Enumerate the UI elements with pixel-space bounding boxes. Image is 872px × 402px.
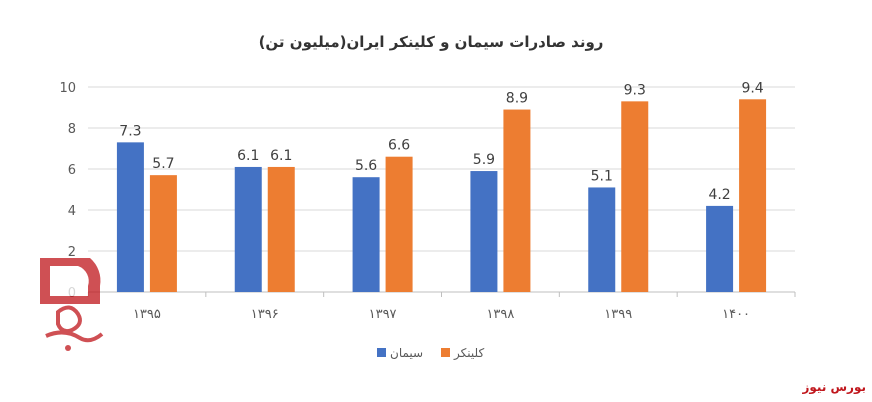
data-label: 7.3 bbox=[119, 123, 141, 139]
legend-swatch-clinker bbox=[441, 348, 450, 357]
y-tick-label: 6 bbox=[68, 163, 76, 178]
bar-clinker bbox=[149, 175, 177, 292]
bars bbox=[116, 99, 767, 292]
data-label: 5.7 bbox=[152, 156, 174, 172]
y-tick-label: 2 bbox=[68, 245, 76, 260]
data-label: 8.9 bbox=[506, 91, 528, 107]
y-tick-label: 4 bbox=[68, 204, 76, 219]
y-tick-label: 10 bbox=[59, 81, 76, 96]
bar-clinker bbox=[739, 99, 767, 292]
data-label: 6.6 bbox=[388, 138, 410, 154]
x-tick-label: ۱۳۹۸ bbox=[486, 307, 514, 322]
data-label: 6.1 bbox=[270, 148, 292, 164]
x-tick-label: ۱۳۹۵ bbox=[133, 307, 161, 322]
data-label: 5.1 bbox=[591, 168, 613, 184]
legend-swatch-siman bbox=[377, 348, 386, 357]
data-label: 4.2 bbox=[708, 187, 730, 203]
bar-siman bbox=[234, 166, 262, 292]
bar-siman bbox=[352, 177, 380, 292]
data-label: 9.4 bbox=[741, 80, 763, 96]
data-label: 9.3 bbox=[624, 82, 646, 98]
data-label: 6.1 bbox=[237, 148, 259, 164]
x-axis-ticks: ۱۳۹۵ ۱۳۹۶ ۱۳۹۷ ۱۳۹۸ ۱۳۹۹ ۱۴۰۰ bbox=[87, 292, 796, 322]
bar-siman bbox=[706, 205, 734, 292]
x-tick-label: ۱۳۹۹ bbox=[604, 307, 632, 322]
legend: سیمان کلینکر bbox=[377, 346, 484, 361]
bar-siman bbox=[116, 142, 144, 292]
bar-clinker bbox=[503, 109, 531, 292]
bar-clinker bbox=[621, 101, 649, 292]
x-tick-label: ۱۳۹۷ bbox=[369, 307, 397, 322]
data-labels: 7.3 5.7 6.1 6.1 5.6 6.6 5.9 8.9 5.1 9.3 4.2 9.4 bbox=[119, 80, 764, 203]
y-tick-label: 8 bbox=[68, 122, 76, 137]
chart-title: روند صادرات سیمان و کلینکر ایران(میلیون … bbox=[259, 33, 604, 51]
legend-label-clinker: کلینکر bbox=[453, 346, 484, 361]
gridlines bbox=[88, 86, 795, 293]
brand-watermark-logo bbox=[40, 258, 104, 351]
x-tick-label: ۱۴۰۰ bbox=[722, 307, 750, 322]
data-label: 5.6 bbox=[355, 158, 377, 174]
x-tick-label: ۱۳۹۶ bbox=[251, 307, 279, 322]
bar-clinker bbox=[267, 166, 295, 292]
legend-label-siman: سیمان bbox=[390, 346, 423, 360]
bar-clinker bbox=[385, 156, 413, 292]
bar-siman bbox=[588, 187, 616, 292]
data-label: 5.9 bbox=[473, 152, 495, 168]
bar-siman bbox=[470, 171, 498, 292]
brand-label: بورس نیوز bbox=[802, 380, 866, 394]
